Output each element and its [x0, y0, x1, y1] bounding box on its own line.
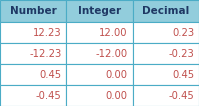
Bar: [133, 22, 199, 43]
Text: 0.23: 0.23: [172, 28, 194, 38]
Bar: [0, 43, 66, 64]
Text: 0.45: 0.45: [172, 70, 194, 80]
Text: Decimal: Decimal: [142, 6, 189, 16]
Text: -12.00: -12.00: [96, 49, 128, 59]
Text: 12.00: 12.00: [99, 28, 128, 38]
Text: 0.00: 0.00: [105, 70, 128, 80]
Bar: [66, 64, 133, 85]
Bar: [66, 85, 133, 106]
Text: -0.45: -0.45: [36, 91, 61, 100]
Bar: [66, 0, 133, 22]
Text: -0.45: -0.45: [168, 91, 194, 100]
Bar: [66, 22, 133, 43]
Text: Integer: Integer: [78, 6, 121, 16]
Text: -12.23: -12.23: [29, 49, 61, 59]
Text: 0.45: 0.45: [39, 70, 61, 80]
Bar: [133, 85, 199, 106]
Text: 0.00: 0.00: [105, 91, 128, 100]
Bar: [133, 43, 199, 64]
Bar: [66, 43, 133, 64]
Text: 12.23: 12.23: [33, 28, 61, 38]
Bar: [0, 22, 66, 43]
Bar: [133, 0, 199, 22]
Bar: [0, 64, 66, 85]
Bar: [0, 0, 66, 22]
Text: -0.23: -0.23: [168, 49, 194, 59]
Bar: [0, 85, 66, 106]
Bar: [133, 64, 199, 85]
Text: Number: Number: [10, 6, 57, 16]
